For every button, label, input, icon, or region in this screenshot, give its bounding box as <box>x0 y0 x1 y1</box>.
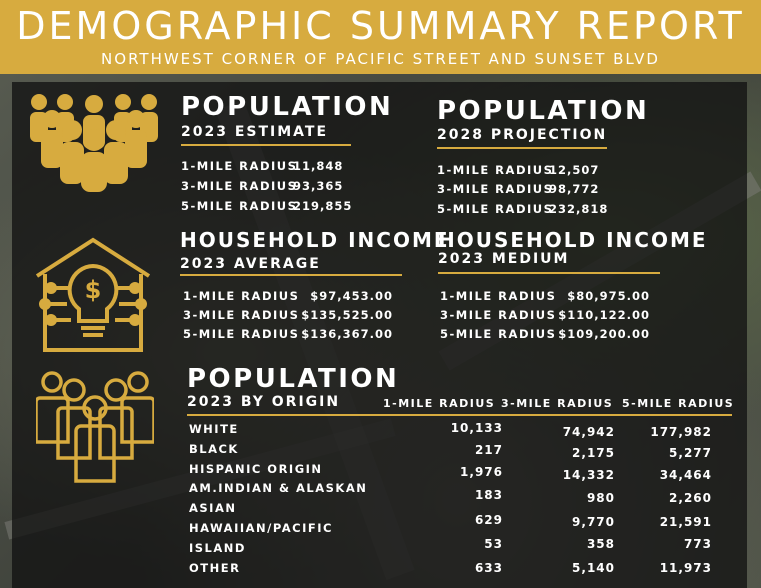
header-banner: DEMOGRAPHIC SUMMARY REPORT NORTHWEST COR… <box>0 0 761 74</box>
income-avg-label-1: 1-MILE RADIUS <box>183 289 300 303</box>
pop2023-subtitle: 2023 ESTIMATE <box>181 124 329 140</box>
income-med-subtitle: 2023 MEDIUM <box>438 251 570 267</box>
origin-value: 9,770 <box>572 515 615 529</box>
origin-subtitle: 2023 BY ORIGIN <box>187 394 341 410</box>
people-group-icon <box>30 94 158 192</box>
origin-value: 1,976 <box>460 465 503 479</box>
pop2028-subtitle: 2028 PROJECTION <box>437 127 608 143</box>
origin-value: 5,277 <box>669 446 712 460</box>
origin-value: 217 <box>474 443 503 457</box>
pop2028-rule <box>437 147 607 149</box>
pop2028-label-5: 5-MILE RADIUS <box>437 202 554 216</box>
origin-col-3: 3-MILE RADIUS <box>501 397 614 410</box>
origin-value: 5,140 <box>572 561 615 575</box>
origin-label-hispanic: HISPANIC ORIGIN <box>189 462 323 476</box>
income-avg-value-3: $135,525.00 <box>301 308 393 322</box>
pop2028-title: POPULATION <box>437 96 650 126</box>
pop2028-label-1: 1-MILE RADIUS <box>437 163 554 177</box>
income-med-value-3: $110,122.00 <box>558 308 650 322</box>
pop2023-label-5: 5-MILE RADIUS <box>181 199 298 213</box>
pop2023-value-5: 219,855 <box>293 199 353 213</box>
origin-value: 980 <box>586 491 615 505</box>
origin-value: 74,942 <box>562 425 615 439</box>
income-avg-value-5: $136,367.00 <box>301 327 393 341</box>
house-lightbulb-dollar-icon: $ <box>35 237 151 352</box>
income-med-label-5: 5-MILE RADIUS <box>440 327 557 341</box>
income-med-value-5: $109,200.00 <box>558 327 650 341</box>
income-med-title: HOUSEHOLD INCOME <box>438 228 708 252</box>
pop2023-value-1: 11,848 <box>293 159 344 173</box>
origin-value: 21,591 <box>659 515 712 529</box>
pop2023-title: POPULATION <box>181 92 394 122</box>
origin-value: 2,260 <box>669 491 712 505</box>
origin-rule <box>187 414 732 416</box>
pop2023-label-1: 1-MILE RADIUS <box>181 159 298 173</box>
origin-value: 358 <box>586 537 615 551</box>
origin-label-hawaiian: HAWAIIAN/PACIFIC <box>189 521 333 535</box>
people-outline-icon <box>36 371 154 483</box>
pop2028-value-5: 232,818 <box>549 202 609 216</box>
origin-value: 633 <box>474 561 503 575</box>
origin-label-white: WHITE <box>189 422 239 436</box>
income-med-rule <box>438 272 660 274</box>
income-avg-subtitle: 2023 AVERAGE <box>180 256 321 272</box>
origin-col-1: 1-MILE RADIUS <box>383 397 496 410</box>
origin-label-amindian: AM.INDIAN & ALASKAN <box>189 481 368 495</box>
income-med-label-3: 3-MILE RADIUS <box>440 308 557 322</box>
income-avg-rule <box>180 274 402 276</box>
income-med-value-1: $80,975.00 <box>567 289 650 303</box>
pop2028-value-1: 12,507 <box>549 163 600 177</box>
origin-title: POPULATION <box>187 364 400 394</box>
svg-text:$: $ <box>85 276 102 304</box>
origin-col-5: 5-MILE RADIUS <box>622 397 735 410</box>
income-avg-title: HOUSEHOLD INCOME <box>180 228 450 252</box>
origin-value: 10,133 <box>450 421 503 435</box>
income-avg-label-5: 5-MILE RADIUS <box>183 327 300 341</box>
income-med-label-1: 1-MILE RADIUS <box>440 289 557 303</box>
origin-value: 177,982 <box>650 425 712 439</box>
origin-value: 34,464 <box>659 468 712 482</box>
origin-label-black: BLACK <box>189 442 239 456</box>
origin-label-island: ISLAND <box>189 541 246 555</box>
income-avg-value-1: $97,453.00 <box>310 289 393 303</box>
origin-value: 183 <box>474 488 503 502</box>
origin-value: 773 <box>683 537 712 551</box>
pop2023-label-3: 3-MILE RADIUS <box>181 179 298 193</box>
income-avg-label-3: 3-MILE RADIUS <box>183 308 300 322</box>
origin-label-asian: ASIAN <box>189 501 237 515</box>
origin-value: 53 <box>484 537 503 551</box>
pop2028-value-3: 98,772 <box>549 182 600 196</box>
pop2028-label-3: 3-MILE RADIUS <box>437 182 554 196</box>
origin-value: 14,332 <box>562 468 615 482</box>
origin-label-other: OTHER <box>189 561 241 575</box>
pop2023-rule <box>181 144 351 146</box>
origin-value: 2,175 <box>572 446 615 460</box>
pop2023-value-3: 93,365 <box>293 179 344 193</box>
page-title: DEMOGRAPHIC SUMMARY REPORT <box>16 4 745 48</box>
page-subtitle: NORTHWEST CORNER OF PACIFIC STREET AND S… <box>101 50 660 68</box>
origin-value: 11,973 <box>659 561 712 575</box>
origin-value: 629 <box>474 513 503 527</box>
